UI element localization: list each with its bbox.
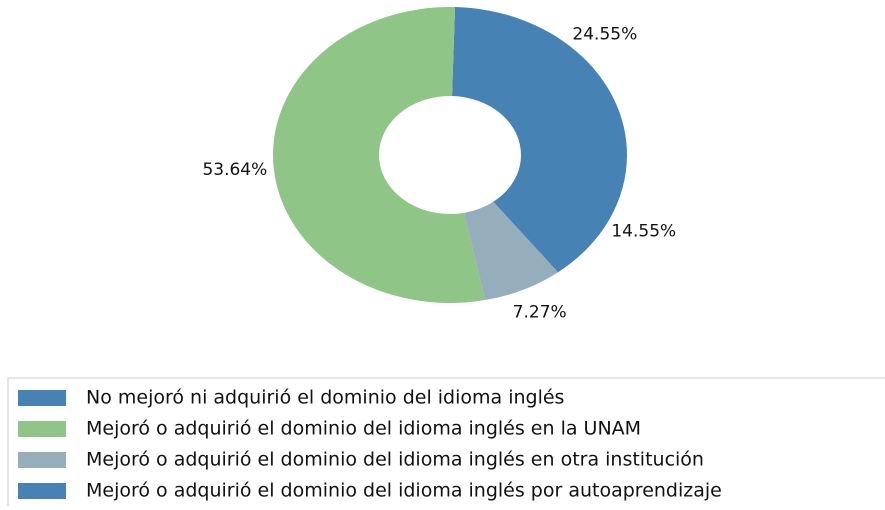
slice-label: 24.55% (572, 24, 637, 44)
legend-swatch (18, 483, 66, 499)
legend-swatch (18, 390, 66, 406)
legend-swatch (18, 421, 66, 437)
donut-slice (493, 155, 627, 273)
legend-label: Mejoró o adquirió el dominio del idioma … (86, 449, 704, 471)
donut-slice (464, 201, 559, 301)
legend-label: Mejoró o adquirió el dominio del idioma … (86, 480, 722, 502)
legend-label: Mejoró o adquirió el dominio del idioma … (86, 418, 641, 440)
slice-label: 14.55% (611, 221, 676, 241)
donut-slice (452, 7, 627, 156)
legend-swatch (18, 452, 66, 468)
donut-slice (273, 7, 486, 303)
legend-box (7, 377, 885, 510)
legend-label: No mejoró ni adquirió el dominio del idi… (86, 387, 564, 409)
slice-label: 7.27% (513, 303, 567, 323)
slice-label: 53.64% (202, 160, 267, 180)
